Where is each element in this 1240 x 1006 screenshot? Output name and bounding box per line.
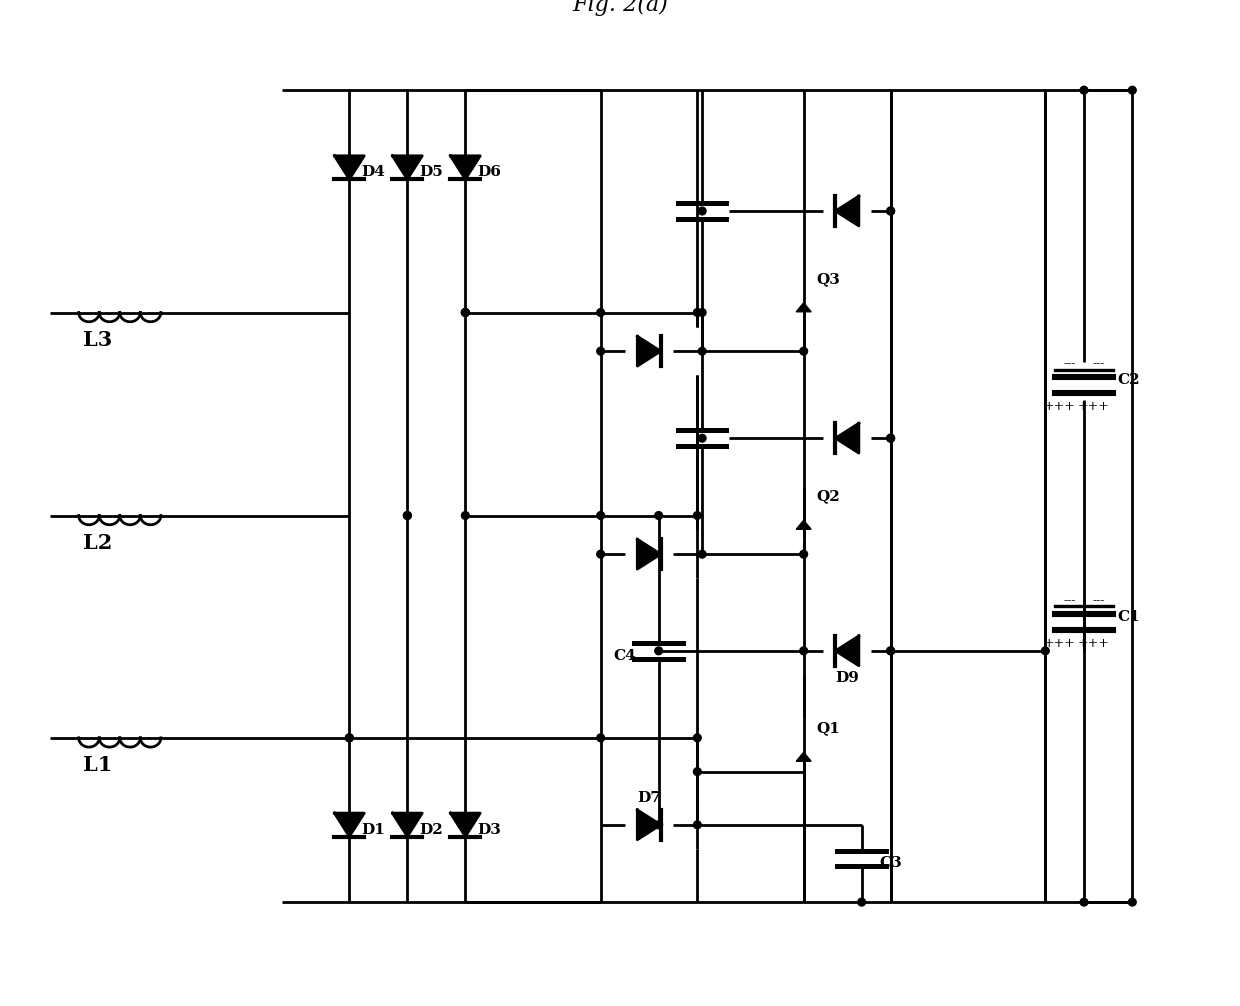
Circle shape xyxy=(1128,87,1136,94)
Circle shape xyxy=(698,309,706,316)
Circle shape xyxy=(461,512,469,519)
Polygon shape xyxy=(796,752,811,762)
Text: L2: L2 xyxy=(83,532,113,552)
Circle shape xyxy=(698,207,706,215)
Text: D7: D7 xyxy=(637,791,661,805)
Text: C3: C3 xyxy=(879,856,901,870)
Circle shape xyxy=(655,647,662,655)
Text: D2: D2 xyxy=(419,823,444,837)
Circle shape xyxy=(403,512,412,519)
Text: D3: D3 xyxy=(477,823,501,837)
Circle shape xyxy=(800,347,807,355)
Polygon shape xyxy=(450,813,480,837)
Polygon shape xyxy=(836,636,859,666)
Text: ---: --- xyxy=(1063,357,1075,370)
Circle shape xyxy=(461,309,469,316)
Circle shape xyxy=(596,512,605,519)
Text: D4: D4 xyxy=(362,165,386,179)
Text: L3: L3 xyxy=(83,330,113,349)
Circle shape xyxy=(693,768,701,776)
Text: Q2: Q2 xyxy=(816,489,839,503)
Circle shape xyxy=(800,647,807,655)
Circle shape xyxy=(698,550,706,558)
Polygon shape xyxy=(836,424,859,453)
Circle shape xyxy=(596,550,605,558)
Polygon shape xyxy=(335,813,365,837)
Circle shape xyxy=(698,435,706,442)
Text: +++: +++ xyxy=(1044,399,1076,412)
Circle shape xyxy=(887,207,894,215)
Circle shape xyxy=(596,347,605,355)
Text: Q1: Q1 xyxy=(816,721,839,735)
Circle shape xyxy=(655,512,662,519)
Text: D6: D6 xyxy=(477,165,501,179)
Polygon shape xyxy=(796,520,811,529)
Circle shape xyxy=(461,309,469,316)
Circle shape xyxy=(1042,647,1049,655)
Circle shape xyxy=(461,309,469,316)
Text: D5: D5 xyxy=(419,165,444,179)
Text: ---: --- xyxy=(1092,357,1105,370)
Polygon shape xyxy=(637,539,661,569)
Circle shape xyxy=(1080,898,1087,906)
Text: C4: C4 xyxy=(614,649,636,663)
Circle shape xyxy=(887,207,894,215)
Polygon shape xyxy=(637,810,661,840)
Circle shape xyxy=(693,734,701,741)
Text: L1: L1 xyxy=(83,754,113,775)
Text: Q3: Q3 xyxy=(816,272,839,286)
Circle shape xyxy=(596,309,605,316)
Circle shape xyxy=(698,347,706,355)
Text: C1: C1 xyxy=(1117,610,1141,624)
Circle shape xyxy=(346,734,353,741)
Circle shape xyxy=(1128,898,1136,906)
Text: +++: +++ xyxy=(1078,637,1110,650)
Text: ---: --- xyxy=(1063,595,1075,607)
Circle shape xyxy=(887,647,894,655)
Circle shape xyxy=(887,647,894,655)
Circle shape xyxy=(655,821,662,829)
Circle shape xyxy=(693,309,701,316)
Polygon shape xyxy=(836,196,859,226)
Text: +++: +++ xyxy=(1078,399,1110,412)
Text: D9: D9 xyxy=(836,671,859,685)
Circle shape xyxy=(346,734,353,741)
Text: ---: --- xyxy=(1092,595,1105,607)
Text: +++: +++ xyxy=(1044,637,1076,650)
Text: D1: D1 xyxy=(362,823,386,837)
Polygon shape xyxy=(392,813,423,837)
Polygon shape xyxy=(335,156,365,179)
Polygon shape xyxy=(637,336,661,366)
Circle shape xyxy=(858,898,866,906)
Circle shape xyxy=(693,821,701,829)
Circle shape xyxy=(800,550,807,558)
Text: C2: C2 xyxy=(1117,373,1141,387)
Circle shape xyxy=(403,512,412,519)
Polygon shape xyxy=(392,156,423,179)
Circle shape xyxy=(1080,87,1087,94)
Polygon shape xyxy=(450,156,480,179)
Circle shape xyxy=(693,512,701,519)
Text: Fig. 2(a): Fig. 2(a) xyxy=(572,0,668,16)
Polygon shape xyxy=(796,303,811,312)
Circle shape xyxy=(887,435,894,442)
Circle shape xyxy=(887,435,894,442)
Circle shape xyxy=(596,734,605,741)
